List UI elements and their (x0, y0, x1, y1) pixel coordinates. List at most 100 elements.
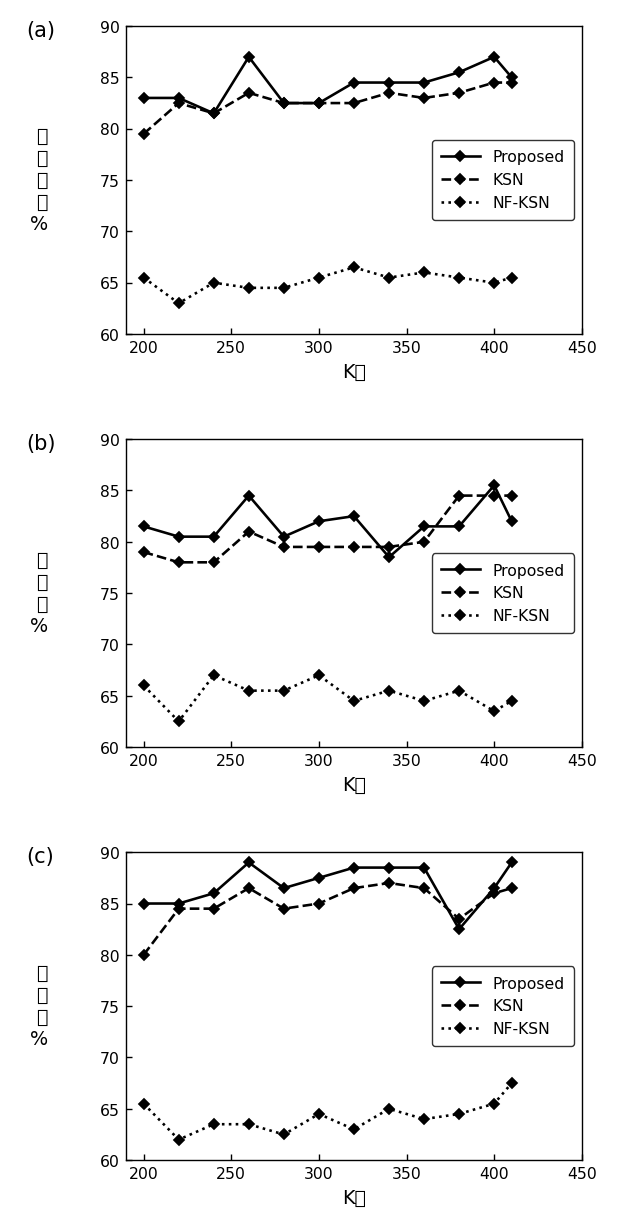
Line: NF-KSN: NF-KSN (140, 672, 515, 726)
NF-KSN (420, 1111, 428, 1126)
Proposed (245, 489, 252, 503)
KSN (508, 76, 515, 91)
Proposed (140, 91, 147, 106)
Text: (a): (a) (26, 21, 55, 41)
Proposed (385, 550, 392, 565)
X-axis label: K値: K値 (342, 362, 366, 382)
Line: NF-KSN: NF-KSN (140, 264, 515, 307)
X-axis label: K値: K値 (342, 1189, 366, 1207)
NF-KSN (210, 1117, 217, 1132)
NF-KSN (245, 684, 252, 699)
Proposed (245, 856, 252, 871)
NF-KSN (315, 1106, 322, 1121)
KSN (245, 86, 252, 101)
KSN (315, 96, 322, 111)
NF-KSN (455, 1106, 462, 1121)
NF-KSN (245, 1117, 252, 1132)
NF-KSN (490, 704, 497, 718)
NF-KSN (210, 668, 217, 683)
Proposed (385, 76, 392, 91)
Proposed (315, 871, 322, 885)
Proposed (490, 50, 497, 65)
Text: (c): (c) (26, 846, 54, 866)
NF-KSN (420, 694, 428, 709)
X-axis label: K値: K値 (342, 775, 366, 795)
KSN (140, 128, 147, 142)
Proposed (350, 76, 357, 91)
KSN (175, 96, 182, 111)
Proposed (210, 529, 217, 544)
KSN (140, 545, 147, 560)
NF-KSN (455, 271, 462, 286)
KSN (140, 948, 147, 963)
NF-KSN (210, 276, 217, 291)
Proposed (455, 922, 462, 937)
KSN (350, 540, 357, 555)
NF-KSN (490, 276, 497, 291)
NF-KSN (455, 684, 462, 699)
NF-KSN (350, 260, 357, 275)
KSN (490, 887, 497, 901)
Y-axis label: 灵
敏
度
%: 灵 敏 度 % (30, 964, 48, 1049)
Proposed (315, 96, 322, 111)
KSN (280, 540, 288, 555)
Proposed (140, 896, 147, 911)
KSN (490, 76, 497, 91)
NF-KSN (385, 271, 392, 286)
NF-KSN (280, 684, 288, 699)
Proposed (420, 76, 428, 91)
Line: Proposed: Proposed (140, 860, 515, 933)
KSN (455, 489, 462, 503)
KSN (508, 880, 515, 895)
Proposed (455, 65, 462, 80)
NF-KSN (140, 678, 147, 693)
Line: KSN: KSN (140, 492, 515, 566)
NF-KSN (175, 1132, 182, 1147)
NF-KSN (140, 1097, 147, 1111)
Proposed (420, 519, 428, 534)
NF-KSN (315, 668, 322, 683)
NF-KSN (315, 271, 322, 286)
NF-KSN (140, 271, 147, 286)
KSN (175, 555, 182, 570)
NF-KSN (490, 1097, 497, 1111)
KSN (315, 896, 322, 911)
NF-KSN (508, 1076, 515, 1090)
KSN (490, 489, 497, 503)
NF-KSN (280, 1127, 288, 1142)
Proposed (490, 479, 497, 494)
NF-KSN (508, 694, 515, 709)
KSN (350, 880, 357, 895)
KSN (315, 540, 322, 555)
Proposed (280, 529, 288, 544)
Proposed (175, 91, 182, 106)
KSN (385, 540, 392, 555)
Legend: Proposed, KSN, NF-KSN: Proposed, KSN, NF-KSN (431, 966, 574, 1046)
NF-KSN (508, 271, 515, 286)
KSN (280, 901, 288, 916)
Proposed (210, 107, 217, 122)
Proposed (350, 510, 357, 524)
KSN (420, 91, 428, 106)
Proposed (385, 861, 392, 876)
KSN (210, 555, 217, 570)
Proposed (455, 519, 462, 534)
KSN (420, 880, 428, 895)
KSN (245, 524, 252, 539)
Legend: Proposed, KSN, NF-KSN: Proposed, KSN, NF-KSN (431, 554, 574, 634)
Line: KSN: KSN (140, 879, 515, 959)
Proposed (508, 856, 515, 871)
Proposed (140, 519, 147, 534)
Proposed (210, 887, 217, 901)
Proposed (245, 50, 252, 65)
KSN (210, 901, 217, 916)
KSN (245, 880, 252, 895)
Y-axis label: 分
类
精
度
%: 分 类 精 度 % (30, 128, 48, 235)
NF-KSN (175, 296, 182, 311)
NF-KSN (420, 265, 428, 280)
Y-axis label: 特
异
度
%: 特 异 度 % (30, 551, 48, 636)
KSN (210, 107, 217, 122)
Proposed (315, 515, 322, 529)
KSN (455, 86, 462, 101)
NF-KSN (350, 1122, 357, 1137)
